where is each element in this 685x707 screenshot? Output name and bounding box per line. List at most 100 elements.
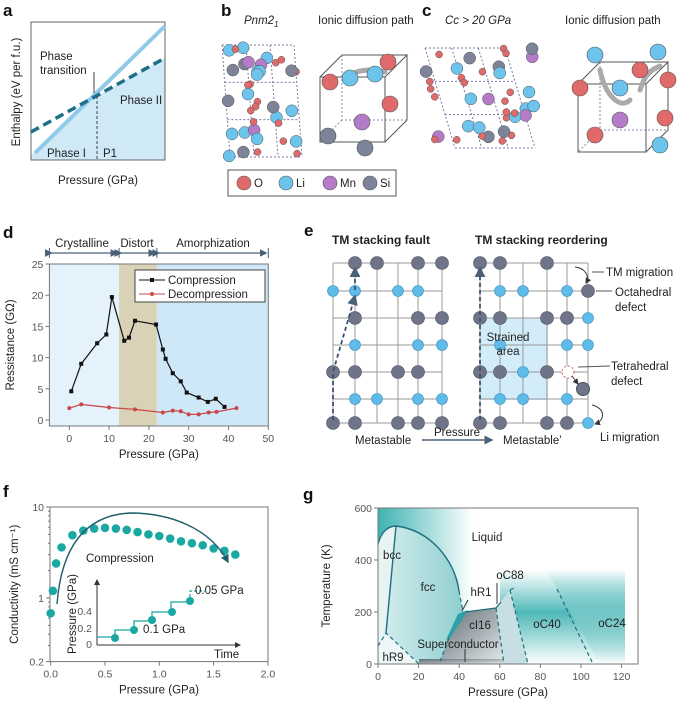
space-group-subscript: 1 — [274, 20, 278, 29]
phase1-line — [33, 24, 167, 155]
axes-frame — [30, 21, 166, 161]
conductivity-point — [100, 523, 110, 533]
fcc-region — [378, 526, 463, 664]
decompression-point — [206, 410, 211, 415]
compression-point — [222, 404, 227, 409]
metastable-label: Metastable — [355, 435, 411, 447]
compression-point — [154, 322, 159, 327]
legend-box — [227, 169, 397, 197]
compression-point — [79, 361, 84, 366]
li-atom — [473, 121, 486, 134]
li-atom — [582, 417, 594, 429]
o-atom — [631, 61, 649, 79]
x-tick-label: 0.0 — [43, 669, 58, 681]
li-atom — [611, 79, 629, 97]
conductivity-point — [51, 559, 61, 568]
phase2-line — [30, 56, 166, 134]
metastable-prime-label: Metastable’ — [503, 435, 562, 447]
octahedral-defect-label: Octahedral — [615, 287, 671, 299]
o-atom — [293, 149, 301, 158]
conductivity-point — [111, 524, 121, 533]
o-atom — [498, 137, 506, 145]
tm-atom — [493, 256, 507, 270]
si-atom — [266, 100, 280, 114]
inset-chart: 0 0.2 0.4 Pressure (GPa) Time 0.1 GPa 0.… — [67, 574, 244, 661]
x-tick-label: 30 — [183, 433, 195, 445]
space-group: Pnm2 — [244, 15, 275, 27]
tm-atom — [411, 416, 425, 430]
li-atom — [412, 285, 424, 297]
tm-atom — [435, 416, 449, 430]
tm-atom — [560, 311, 574, 325]
o-atom — [247, 106, 255, 115]
mn-atom — [482, 92, 495, 106]
region-crystalline-band — [49, 264, 120, 426]
mn-atom — [611, 111, 629, 129]
phase-label-oc40: oC40 — [533, 619, 561, 631]
strained-area — [480, 318, 548, 400]
conductivity-point — [122, 525, 132, 535]
o-atom — [379, 53, 397, 71]
axes-frame — [48, 263, 269, 427]
superconductor-bar — [419, 659, 504, 664]
legend-li-icon — [278, 175, 294, 191]
octahedral-defect-label-2: defect — [615, 302, 647, 314]
compression-point — [95, 341, 100, 346]
y-tick-label: 1 — [38, 593, 44, 605]
cell-edge — [504, 47, 536, 149]
li-atom — [582, 339, 594, 351]
o-atom — [274, 119, 283, 127]
leader — [577, 365, 611, 368]
legend-si-icon — [362, 175, 378, 191]
phase-label-superconductor: Superconductor — [417, 639, 498, 651]
stable-region-fill — [31, 58, 165, 160]
li-atom — [241, 87, 255, 101]
conductivity-point — [46, 608, 55, 618]
tm-atom — [411, 256, 425, 270]
li-atom — [250, 68, 264, 81]
o-atom — [478, 67, 487, 76]
strained-area-label: Strained — [487, 332, 530, 344]
conductivity-point — [165, 534, 175, 543]
x-tick-label: 40 — [223, 433, 235, 445]
o-atom — [502, 49, 510, 58]
li-atom — [392, 285, 404, 297]
x-tick-label: 50 — [262, 433, 274, 445]
compression-point — [178, 379, 183, 384]
hr9-region — [378, 633, 419, 664]
tm-atom — [540, 416, 554, 430]
tm-atom — [473, 256, 487, 270]
x-axis-label: Pressure (GPa) — [119, 449, 199, 461]
inset-point — [186, 597, 194, 605]
x-tick-label: 0 — [375, 671, 381, 683]
compression-point — [170, 371, 175, 376]
mn-atom — [353, 113, 371, 131]
legend-compression: Compression — [168, 275, 236, 287]
si-atom — [356, 139, 374, 157]
conductivity-point — [78, 526, 88, 535]
y-tick-label: 400 — [354, 555, 372, 567]
tm-atom — [493, 365, 507, 379]
inset-y-label: Pressure (GPa) — [67, 574, 79, 654]
stacking-path-arrow — [332, 294, 358, 420]
li-atom — [236, 41, 250, 54]
phase-label-oc24: oC24 — [598, 618, 626, 630]
panel-g: g 0 20 40 60 80 100 120 0 200 400 600 Pressure (GPa… — [303, 485, 639, 699]
x-tick-label: 0 — [66, 433, 72, 445]
compression-point — [127, 335, 131, 340]
li-atom — [289, 135, 303, 148]
panel-d: d 0 10 20 30 40 50 0 5 10 15 20 25 Pressure (GPa) Res… — [3, 223, 274, 461]
diffusion-cell-b — [319, 53, 409, 157]
li-atom — [464, 92, 478, 106]
y-tick-label: 25 — [32, 259, 44, 271]
li-atom — [222, 149, 236, 163]
y-axis-label: Conductivity (mS cm⁻¹) — [9, 525, 21, 644]
si-atom — [463, 51, 476, 65]
legend-mn-label: Mn — [340, 178, 356, 190]
tm-atom — [493, 311, 507, 325]
li-atom — [436, 339, 448, 351]
tm-atom — [435, 311, 449, 325]
panel-label: c — [422, 1, 431, 20]
o-atom — [501, 97, 509, 105]
